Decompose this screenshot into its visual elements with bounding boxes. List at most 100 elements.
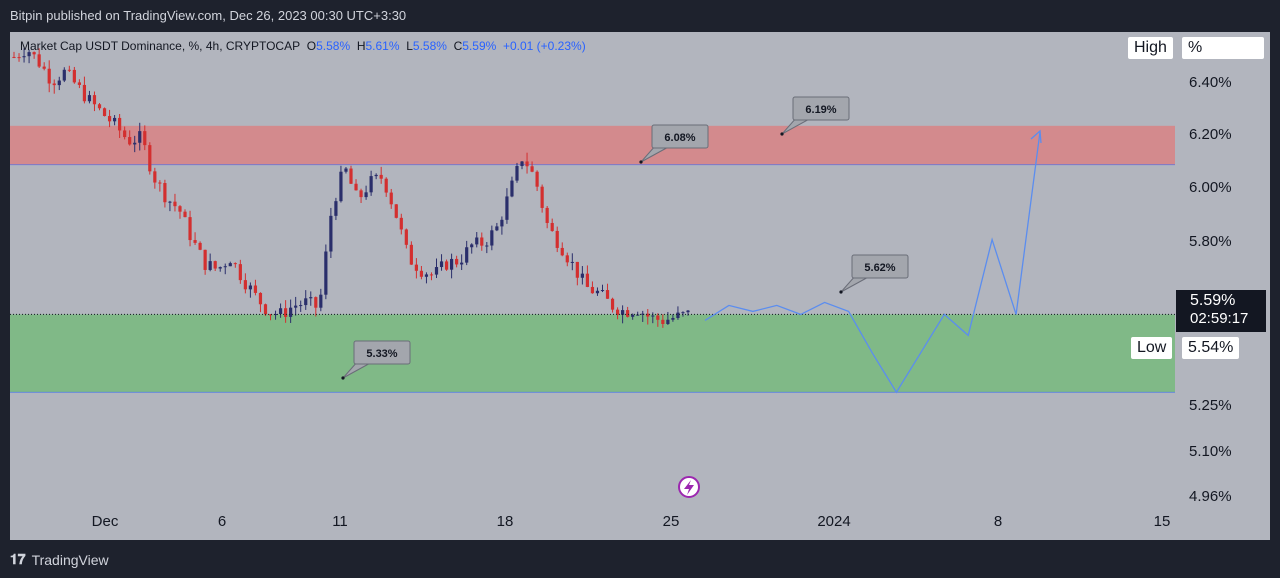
candle-body (258, 292, 263, 305)
candle-body (273, 314, 278, 316)
low-value: 5.54% (1182, 337, 1240, 359)
candle-body (299, 305, 303, 307)
legend-title: Market Cap USDT Dominance, %, 4h, CRYPTO… (20, 39, 301, 53)
candle-body (168, 201, 172, 203)
candle-body (656, 315, 660, 320)
candle-body (600, 290, 605, 292)
x-tick-label: 6 (218, 513, 226, 530)
candle-body (429, 274, 434, 276)
chart-panel[interactable] (10, 32, 1270, 540)
low-label: Low (1131, 337, 1173, 359)
candle-body (394, 204, 398, 218)
candle-body (354, 183, 358, 191)
candle-body (535, 171, 539, 187)
candle-body (294, 305, 298, 308)
candle-body (123, 130, 127, 138)
legend-close: 5.59% (462, 39, 497, 53)
candle-body (585, 273, 590, 287)
unit-button[interactable]: % (1182, 37, 1264, 59)
candle-body (47, 68, 51, 84)
legend-change: +0.01 (+0.23%) (502, 39, 586, 53)
candle-body (37, 54, 41, 67)
candle-body (218, 267, 222, 269)
candle-body (72, 69, 76, 83)
x-axis: Dec 6 11 18 25 2024 8 15 (92, 513, 1171, 530)
projection-arrowhead (1030, 129, 1042, 144)
candle-body (364, 192, 368, 198)
candle-body (148, 145, 152, 172)
candle-body (27, 52, 31, 57)
candle-body (304, 298, 308, 306)
x-tick-label: 15 (1154, 513, 1171, 530)
candle-body (289, 307, 293, 317)
current-price-label: 5.59% 02:59:17 (1176, 290, 1266, 332)
candle-body (213, 261, 217, 269)
candle-body (480, 237, 484, 246)
candle-body (278, 308, 283, 315)
candle-body (636, 314, 640, 316)
candle-body (575, 261, 579, 278)
candle-body (314, 297, 318, 308)
x-tick-label: 8 (994, 513, 1002, 530)
candle-body (520, 161, 524, 167)
candle-body (369, 176, 373, 193)
candle-body (580, 273, 584, 278)
candle-body (62, 69, 66, 81)
callout-anchor (839, 290, 843, 294)
candle-body (465, 247, 469, 263)
candle-body (590, 286, 595, 294)
candle-body (359, 190, 363, 198)
candle-body (460, 262, 464, 265)
candle-body (198, 242, 202, 250)
y-tick-label: 5.10% (1189, 443, 1232, 460)
y-tick-label: 6.40% (1189, 74, 1232, 91)
candle-body (595, 290, 600, 294)
candle-body (641, 313, 645, 315)
candle-body (324, 251, 328, 295)
legend-open: 5.58% (316, 39, 351, 53)
footer: 𝟏𝟕 TradingView (10, 551, 109, 568)
candle-body (495, 226, 499, 231)
x-tick-label: 25 (663, 513, 680, 530)
current-price: 5.59% (1190, 292, 1236, 309)
candle-body (399, 217, 403, 230)
resistance-zone (10, 125, 1175, 165)
candle-body (188, 217, 192, 241)
callout-label: 6.19% (805, 104, 836, 116)
candle-body (32, 52, 36, 55)
candle-body (253, 285, 258, 293)
candle-body (646, 313, 650, 317)
candle-body (515, 166, 519, 181)
y-tick-label: 5.80% (1189, 233, 1232, 250)
lightning-icon[interactable] (678, 476, 700, 498)
candle-body (138, 131, 142, 143)
candle-body (419, 270, 424, 277)
candle-body (449, 258, 454, 270)
high-button[interactable]: High (1128, 37, 1173, 59)
candle-body (530, 166, 534, 172)
annotations-layer: 6.08% 6.19% 5.62% 5.33% (341, 96, 909, 380)
candle-body (77, 82, 81, 85)
callout-label: 5.33% (366, 348, 397, 360)
callout-label: 6.08% (664, 132, 695, 144)
candle-body (17, 57, 21, 59)
candle-body (510, 180, 514, 197)
candle-body (490, 230, 494, 246)
candle-body (223, 266, 227, 268)
candle-body (545, 207, 549, 223)
callout-anchor (341, 376, 345, 380)
candle-body (651, 315, 655, 317)
candle-body (404, 229, 408, 245)
candle-body (505, 196, 509, 220)
candle-body (57, 80, 61, 86)
candle-body (178, 206, 182, 212)
candle-body (243, 280, 247, 290)
candle-body (22, 56, 26, 58)
candle-body (349, 168, 353, 184)
candle-body (284, 308, 288, 317)
candle-body (193, 240, 197, 243)
countdown: 02:59:17 (1190, 310, 1249, 327)
candle-body (560, 247, 564, 256)
candle-body (666, 319, 670, 324)
